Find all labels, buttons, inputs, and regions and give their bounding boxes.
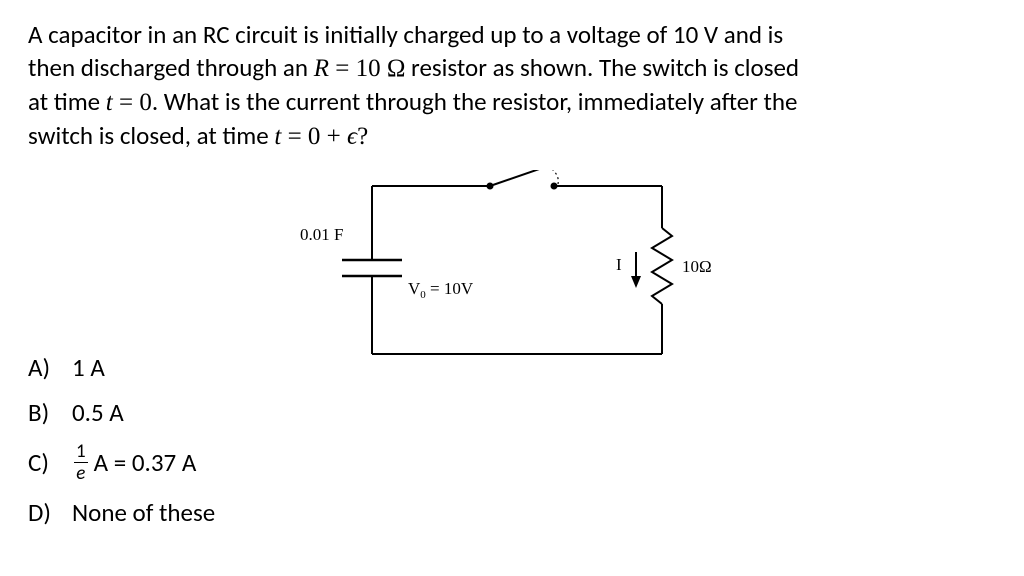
question-text: A capacitor in an RC circuit is initiall… [28, 18, 996, 153]
option-B[interactable]: B) 0.5 A [28, 397, 215, 428]
frac-den: e [76, 463, 85, 483]
v0-pre: V [408, 279, 421, 298]
frac-num: 1 [74, 442, 88, 463]
R-label: 10Ω [682, 257, 712, 276]
v0-post: = 10V [426, 279, 474, 298]
q-eq3: = 0 + [281, 123, 347, 150]
cap-label: 0.01 F [300, 225, 343, 244]
opt-C-text: A = 0.37 A [94, 447, 197, 478]
I-label: I [616, 255, 622, 274]
q-t1: t [106, 89, 113, 116]
q-eq2: = 0 [113, 89, 152, 116]
q-eps: ϵ [347, 123, 357, 150]
option-D[interactable]: D) None of these [28, 497, 215, 528]
q-l2a: then discharged through an [28, 52, 314, 83]
opt-C-label: C) [28, 447, 72, 478]
fraction-icon: 1 e [74, 442, 88, 483]
option-A[interactable]: A) 1 A [28, 352, 215, 383]
option-C[interactable]: C) 1 e A = 0.37 A [28, 442, 215, 483]
q-R: R [314, 55, 329, 82]
opt-A-label: A) [28, 352, 72, 383]
opt-B-text: 0.5 A [72, 397, 124, 428]
q-l3b: . What is the current through the resist… [152, 86, 798, 117]
q-l3a: at time [28, 86, 106, 117]
answer-options: A) 1 A B) 0.5 A C) 1 e A = 0.37 A D) Non… [28, 352, 215, 542]
circuit-diagram: 0.01 F V0 = 10V I 10Ω [300, 170, 730, 370]
q-l2b: resistor as shown. The switch is closed [405, 52, 799, 83]
q-eq1: = 10 Ω [329, 55, 405, 82]
svg-text:V0 = 10V: V0 = 10V [408, 279, 474, 301]
opt-A-text: 1 A [72, 352, 105, 383]
q-qm: ? [357, 123, 368, 150]
q-l4a: switch is closed, at time [28, 120, 274, 151]
opt-D-label: D) [28, 497, 72, 528]
opt-D-text: None of these [72, 497, 215, 528]
opt-B-label: B) [28, 397, 72, 428]
q-l1: A capacitor in an RC circuit is initiall… [28, 19, 783, 50]
